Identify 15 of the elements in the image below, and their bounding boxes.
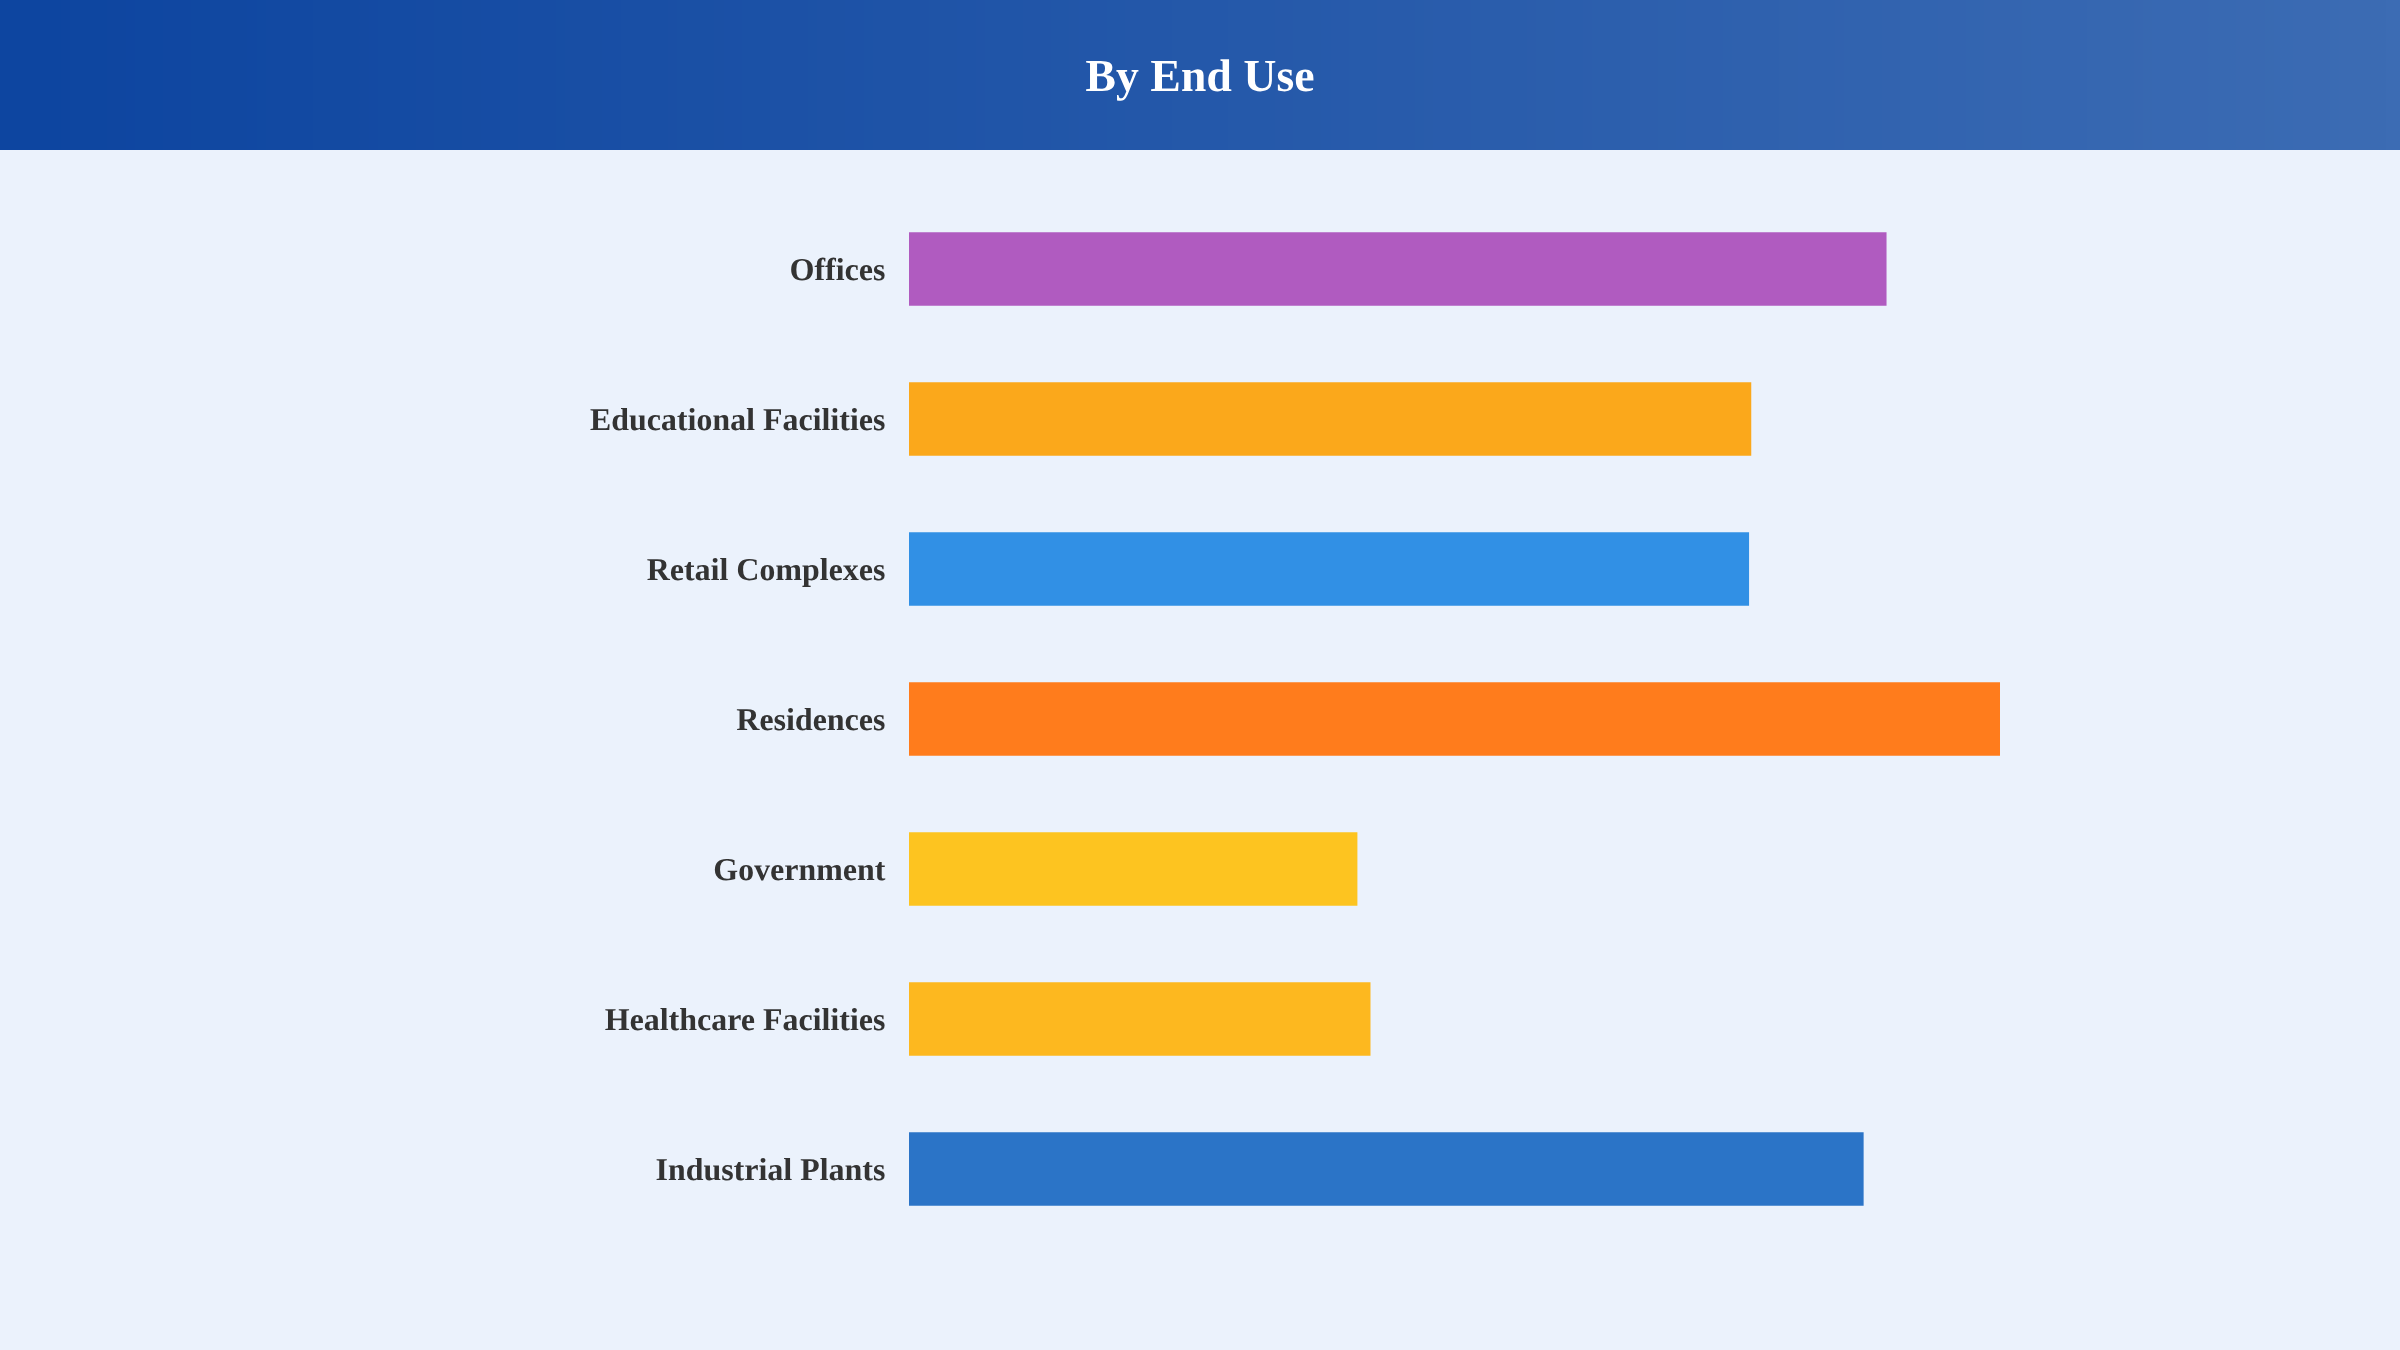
bar [909,1132,1864,1206]
y-tick-label: Residences [736,707,885,731]
bar [909,832,1358,906]
bar [909,382,1752,456]
bar [909,982,1371,1056]
bar [909,532,1750,606]
bar [909,682,2000,756]
y-tick-label: Retail Complexes [647,557,885,587]
y-tick-label: Government [714,858,886,881]
y-tick-label: Industrial Plants [656,1157,885,1181]
y-tick-label: Healthcare Facilities [605,1007,885,1031]
y-tick-label: Educational Facilities [590,407,885,431]
y-tick-label: Offices [791,257,885,281]
bar [909,232,1887,306]
chart-title: By End Use [1086,59,1314,101]
